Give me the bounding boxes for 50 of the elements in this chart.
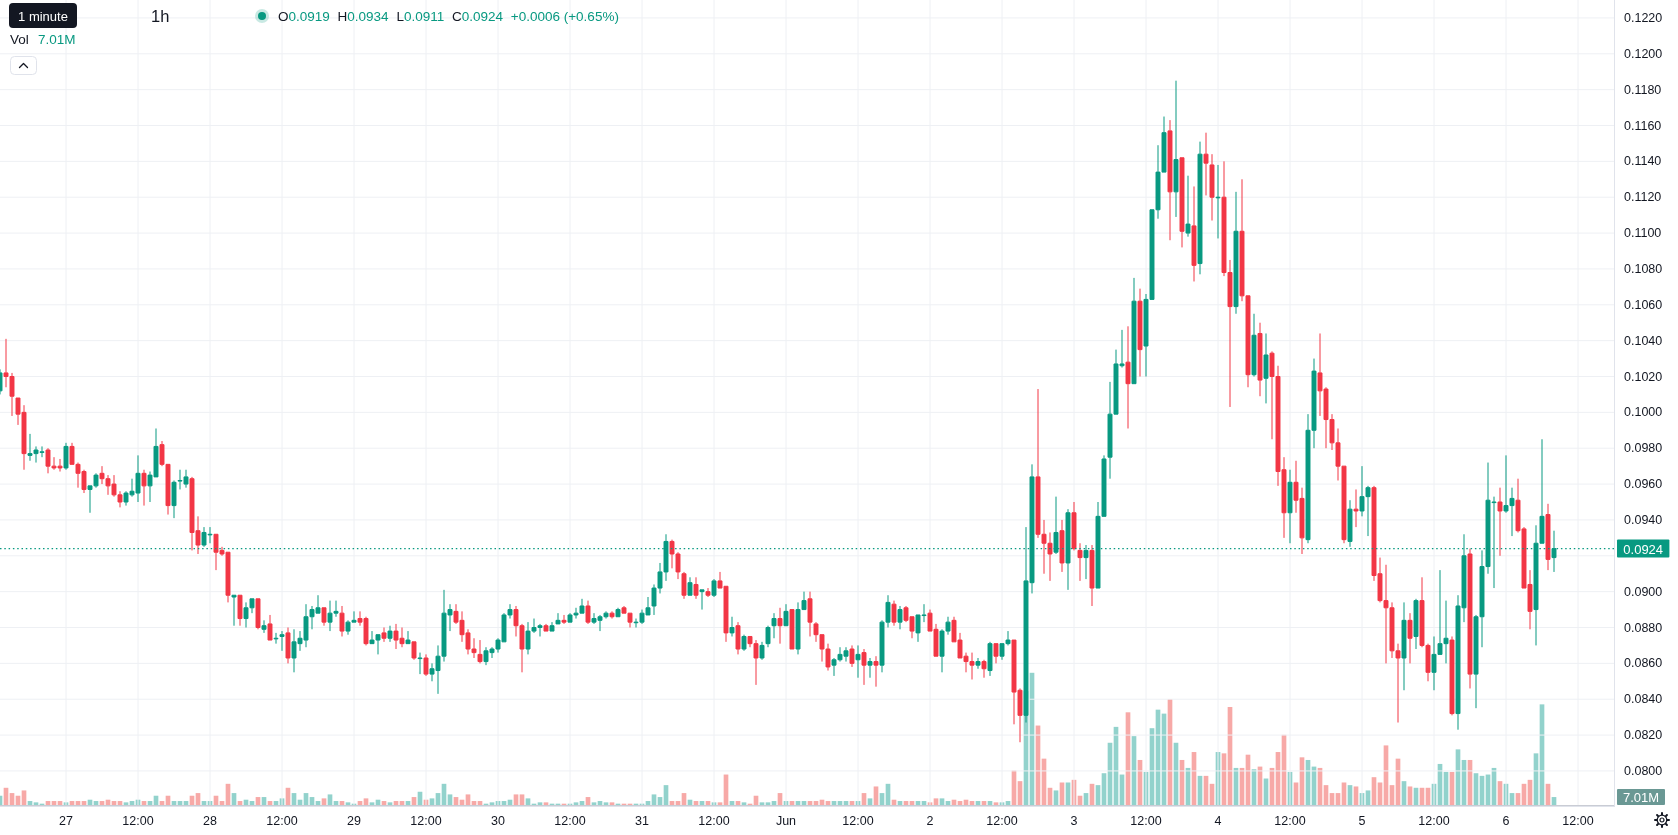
x-tick-label: 6 [1502, 814, 1510, 828]
y-tick-label: 0.0980 [1624, 441, 1663, 456]
text: O0.0919 H0.0934 L0.0911 C0.0924 +0.0006 (+0.65%) [278, 9, 619, 24]
y-tick-label: 0.1100 [1624, 226, 1662, 241]
x-tick-label: 30 [491, 814, 505, 828]
x-tick-label: 12:00 [1274, 814, 1306, 828]
x-tick-label: 12:00 [410, 814, 442, 828]
y-tick-label: 0.0860 [1624, 656, 1663, 671]
ref-line-label: 0.0924 [1623, 541, 1664, 557]
y-tick-label: 0.0940 [1624, 512, 1663, 527]
y-tick-label: 0.1160 [1624, 118, 1662, 133]
chart-title: 1h [151, 7, 170, 25]
x-tick-label: 31 [635, 814, 649, 828]
x-tick-label: Jun [775, 814, 797, 828]
x-tick-label: 12:00 [266, 814, 298, 828]
x-tick-label: 12:00 [554, 814, 586, 828]
y-tick-label: 0.1040 [1624, 333, 1663, 348]
y-tick-label: 0.1000 [1624, 405, 1663, 420]
x-tick-label: 12:00 [986, 814, 1018, 828]
x-tick-label: 28 [203, 814, 217, 828]
y-tick-label: 0.0840 [1624, 692, 1663, 707]
y-tick-label: 0.1120 [1624, 190, 1662, 205]
y-tick-label: 0.0880 [1624, 620, 1663, 635]
y-tick-label: 0.1140 [1624, 154, 1662, 169]
y-tick-label: 0.1020 [1624, 369, 1663, 384]
y-tick-label: 0.0800 [1624, 763, 1663, 778]
annotation: 7.01M [38, 32, 76, 47]
x-tick-label: 2 [926, 814, 934, 828]
y-tick-label: 0.1180 [1624, 82, 1662, 97]
y-tick-label: 0.1200 [1624, 46, 1663, 61]
y-tick-label: 0.0820 [1624, 728, 1663, 743]
x-tick-label: 5 [1358, 814, 1366, 828]
x-tick-label: 12:00 [122, 814, 154, 828]
x-tick-label: 12:00 [698, 814, 730, 828]
x-tick-label: 12:00 [1418, 814, 1450, 828]
y-tick-label: 0.1220 [1624, 10, 1663, 25]
x-tick-label: 27 [59, 814, 73, 828]
y-tick-label: 0.1080 [1624, 261, 1663, 276]
x-tick-label: 12:00 [1130, 814, 1162, 828]
y-tick-label: 0.0960 [1624, 477, 1663, 492]
x-tick-label: 4 [1214, 814, 1222, 828]
x-tick-label: 12:00 [1562, 814, 1594, 828]
annotation: Vol [10, 32, 29, 47]
y-tick-label: 0.0900 [1624, 584, 1663, 599]
y-tick-label: 0.1060 [1624, 297, 1663, 312]
x-tick-label: 12:00 [842, 814, 874, 828]
annotation: 1 minute [18, 8, 68, 23]
text: 7.01M [1622, 789, 1660, 805]
x-tick-label: 29 [347, 814, 361, 828]
x-tick-label: 3 [1070, 814, 1078, 828]
